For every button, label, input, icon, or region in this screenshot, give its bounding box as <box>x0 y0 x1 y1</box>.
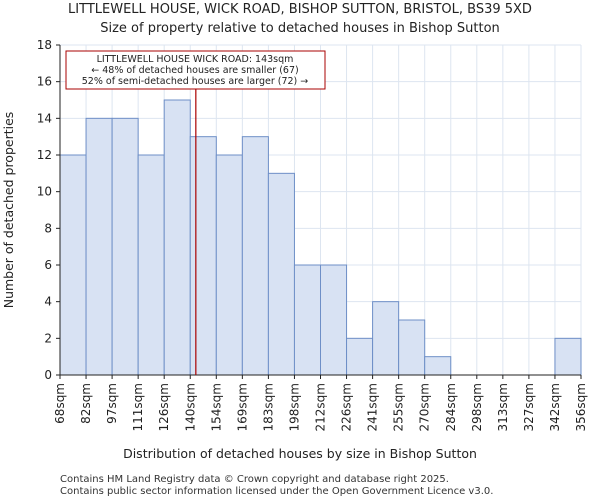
bar <box>398 319 426 376</box>
bar <box>346 337 374 376</box>
bar <box>111 117 139 376</box>
x-tick-label: 342sqm <box>548 383 562 431</box>
x-tick-label: 82sqm <box>79 383 93 424</box>
bars <box>59 99 582 376</box>
y-tick-label: 0 <box>44 368 52 382</box>
x-tick-label: 68sqm <box>53 383 67 424</box>
x-tick-label: 126sqm <box>157 383 171 431</box>
x-tick-label: 255sqm <box>392 383 406 431</box>
y-tick-label: 6 <box>44 258 52 272</box>
x-axis-label: Distribution of detached houses by size … <box>123 446 477 461</box>
x-tick-label: 212sqm <box>314 383 328 431</box>
footer-line-1: Contains HM Land Registry data © Crown c… <box>60 474 449 485</box>
bar <box>372 301 400 376</box>
x-tick-label: 226sqm <box>340 383 354 431</box>
chart-subtitle: Size of property relative to detached ho… <box>100 21 500 36</box>
x-tick-label: 140sqm <box>183 383 197 431</box>
x-tick-label: 284sqm <box>444 383 458 431</box>
footer-line-2: Contains public sector information licen… <box>60 486 493 497</box>
bar <box>59 154 87 376</box>
bar <box>163 99 191 376</box>
y-ticks: 0 2 4 6 8 10 12 14 16 18 <box>37 38 60 382</box>
bar <box>137 154 165 376</box>
bar <box>320 264 348 376</box>
bar <box>424 356 452 376</box>
y-tick-label: 16 <box>37 75 52 89</box>
y-tick-label: 14 <box>37 111 52 125</box>
y-tick-label: 10 <box>37 185 52 199</box>
annotation-box <box>65 50 326 90</box>
annotation-line-3: 52% of semi-detached houses are larger (… <box>82 76 309 87</box>
x-tick-label: 198sqm <box>287 383 301 431</box>
y-axis-label: Number of detached properties <box>1 112 16 309</box>
x-tick-label: 356sqm <box>574 383 588 431</box>
bar <box>189 136 217 376</box>
annotation: LITTLEWELL HOUSE WICK ROAD: 143sqm ← 48%… <box>65 50 326 90</box>
y-tick-label: 2 <box>44 331 52 345</box>
y-tick-label: 12 <box>37 148 52 162</box>
bar <box>241 136 269 376</box>
annotation-line-2: ← 48% of detached houses are smaller (67… <box>91 65 298 76</box>
x-tick-label: 97sqm <box>105 383 119 424</box>
bar <box>554 337 582 376</box>
chart-title: LITTLEWELL HOUSE, WICK ROAD, BISHOP SUTT… <box>68 2 532 17</box>
bar <box>85 117 113 376</box>
x-tick-label: 169sqm <box>235 383 249 431</box>
x-tick-label: 154sqm <box>209 383 223 431</box>
x-ticks: 68sqm 82sqm 97sqm 111sqm 126sqm 140sqm 154sqm 1… <box>53 375 588 431</box>
bar <box>267 172 295 376</box>
y-tick-label: 18 <box>37 38 52 52</box>
x-tick-label: 111sqm <box>131 383 145 431</box>
x-tick-label: 183sqm <box>261 383 275 431</box>
x-tick-label: 270sqm <box>418 383 432 431</box>
bar <box>293 264 322 376</box>
bar <box>215 154 243 376</box>
x-tick-label: 313sqm <box>496 383 510 431</box>
y-tick-label: 8 <box>44 221 52 235</box>
x-tick-label: 327sqm <box>522 383 536 431</box>
annotation-line-1: LITTLEWELL HOUSE WICK ROAD: 143sqm <box>97 54 294 65</box>
x-tick-label: 241sqm <box>366 383 380 431</box>
y-tick-label: 4 <box>44 295 52 309</box>
x-tick-label: 298sqm <box>470 383 484 431</box>
